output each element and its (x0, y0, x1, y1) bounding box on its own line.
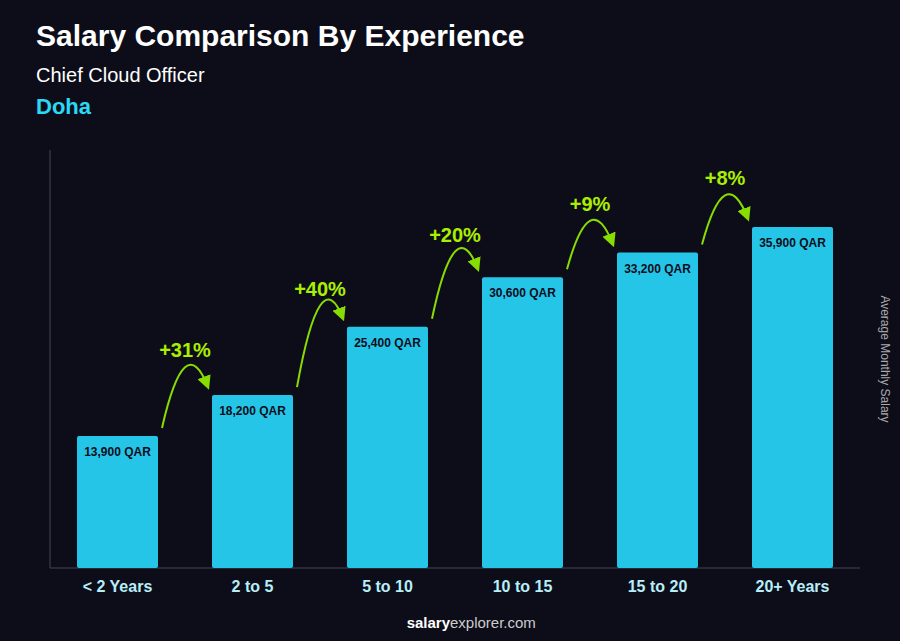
bar (482, 277, 563, 568)
x-tick-label: 15 to 20 (628, 578, 688, 595)
growth-arrow (567, 220, 613, 270)
growth-label: +40% (294, 278, 346, 300)
bars (77, 227, 833, 568)
footer-text: explorer.com (450, 614, 536, 631)
bar (752, 227, 833, 568)
growth-label: +20% (429, 224, 481, 246)
growth-label: +8% (705, 167, 746, 189)
chart-svg: Salary Comparison By Experience Chief Clo… (0, 0, 900, 641)
growth-label: +9% (570, 193, 611, 215)
data-label: 18,200 QAR (219, 404, 286, 418)
footer-bold: salary (407, 614, 451, 631)
chart-container: Salary Comparison By Experience Chief Clo… (0, 0, 900, 641)
x-tick-label: 5 to 10 (362, 578, 413, 595)
growth-arrow (702, 194, 748, 244)
x-tick-label: 10 to 15 (493, 578, 553, 595)
x-tick-label: < 2 Years (83, 578, 153, 595)
data-label: 33,200 QAR (624, 262, 691, 276)
bar (77, 436, 158, 568)
data-label: 25,400 QAR (354, 336, 421, 350)
data-label: 30,600 QAR (489, 286, 556, 300)
growth-arrow (432, 248, 478, 319)
growth-arrow (297, 300, 343, 388)
data-label: 35,900 QAR (759, 236, 826, 250)
growth-arrow (162, 365, 208, 428)
x-tick-label: 20+ Years (755, 578, 829, 595)
growth-label: +31% (159, 339, 211, 361)
y-axis-line (50, 150, 51, 568)
bar (212, 395, 293, 568)
bar (347, 327, 428, 568)
title: Salary Comparison By Experience (36, 19, 525, 52)
x-tick-label: 2 to 5 (232, 578, 274, 595)
city: Doha (36, 94, 92, 119)
x-axis-line (50, 568, 860, 569)
y-axis-label: Average Monthly Salary (878, 295, 892, 422)
subtitle: Chief Cloud Officer (36, 64, 205, 86)
bar (617, 253, 698, 568)
data-label: 13,900 QAR (84, 445, 151, 459)
